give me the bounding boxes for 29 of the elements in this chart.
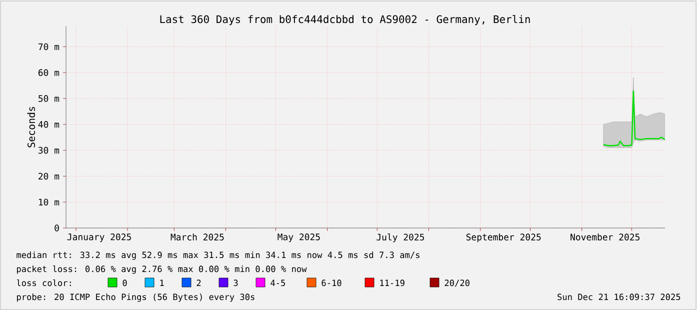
text: median rtt: 33.2 ms avg 52.9 ms max 31.5 ms min 34.1 ms now 4.5 ms sd 7.3 am/s (16, 252, 420, 260)
y-tick-label: 70 m (38, 43, 60, 50)
text: packet loss: 0.06 % avg 2.76 % max 0.00 % min 0.00 % now (17, 265, 307, 274)
legend-label: 1 (160, 280, 164, 286)
x-tick-label: May 2025 (278, 234, 320, 242)
legend-label: 11-19 (380, 280, 404, 286)
y-axis-title: Seconds (27, 106, 36, 148)
legend-label: 6-10 (322, 280, 342, 286)
x-tick-label: September 2025 (466, 234, 541, 242)
x-tick-label: November 2025 (570, 234, 640, 240)
x-tick-label: July 2025 (376, 234, 424, 242)
text: Sun Dec 21 16:09:37 2025 (558, 294, 680, 300)
chart-title: Last 360 Days from b0fc444dcbbd to AS9002 - Germany, Berlin (160, 15, 530, 26)
legend-label: 0 (122, 280, 127, 286)
y-tick-label: 10 m (38, 198, 60, 206)
y-tick-label: 0 (54, 224, 59, 232)
legend-label: 3 (234, 280, 238, 286)
y-tick-label: 20 m (38, 172, 60, 180)
legend-label: 4-5 (270, 280, 285, 286)
legend-label: 20/20 (444, 280, 470, 287)
text: probe: 20 ICMP Echo Pings (56 Bytes) every 30s (17, 294, 254, 302)
y-tick-label: 50 m (38, 95, 60, 102)
x-tick-label: January 2025 (67, 234, 131, 242)
y-tick-label: 30 m (38, 146, 60, 154)
y-tick-label: 60 m (38, 69, 60, 76)
y-tick-label: 40 m (38, 121, 60, 128)
legend-title: loss color: (16, 279, 71, 286)
legend-label: 2 (196, 280, 201, 286)
x-tick-label: March 2025 (170, 234, 224, 240)
